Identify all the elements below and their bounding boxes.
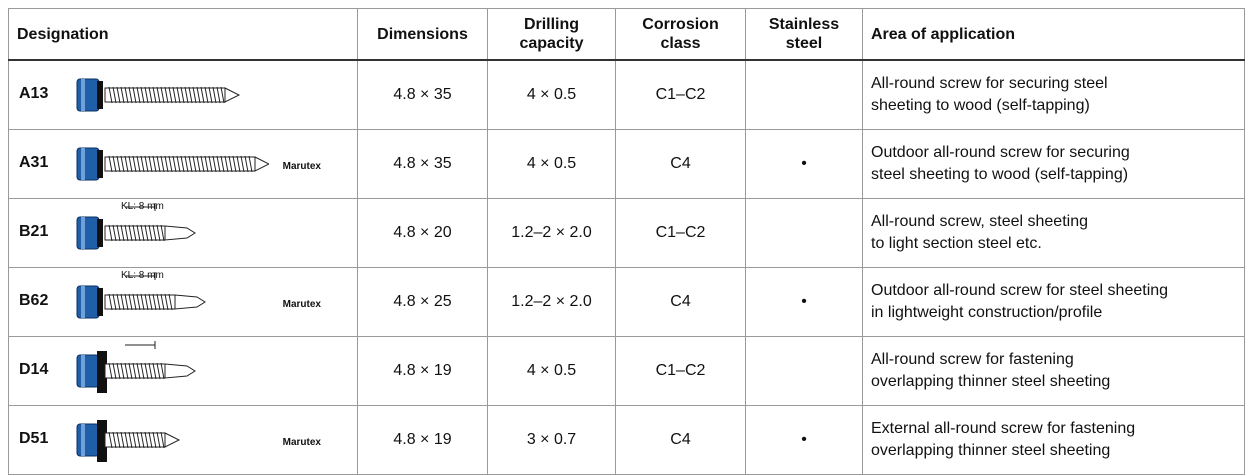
application-line: steel sheeting to wood (self-tapping)	[871, 166, 1129, 183]
screw-image	[76, 341, 196, 393]
header-cell: Area of application	[862, 8, 1245, 61]
drilling-capacity: 4 × 0.5	[487, 59, 616, 130]
application: External all-round screw for fastening ov…	[862, 405, 1245, 475]
designation-cell: B62 KL: 8 mm Marutex	[8, 267, 358, 337]
header-cell: Corrosion class	[615, 8, 746, 61]
corrosion-class: C4	[615, 267, 746, 337]
designation-cell: A31 Marutex	[8, 129, 358, 199]
dimensions: 4.8 × 35	[357, 59, 488, 130]
brand: Marutex	[282, 161, 321, 172]
brand: Marutex	[282, 437, 321, 448]
designation-cell: D51 Marutex	[8, 405, 358, 475]
corrosion-class: C1–C2	[615, 198, 746, 268]
header-row: Designation Dimensions Drilling capacity…	[8, 8, 1245, 61]
stainless-steel: •	[745, 129, 863, 199]
screw-image	[76, 420, 181, 462]
row: B62 KL: 8 mm Marutex 4.8 × 25 1.2–2 × 2.0 C4 •…	[8, 267, 1245, 337]
screw-image	[76, 78, 241, 112]
brand: Marutex	[282, 299, 321, 310]
row: D51 Marutex 4.8 × 19 3 × 0.7 C4 • External all…	[8, 405, 1245, 475]
application-line: External all-round screw for fastening	[871, 420, 1136, 437]
dimensions: 4.8 × 20	[357, 198, 488, 268]
code: B21	[19, 223, 49, 240]
screw-image	[76, 147, 269, 181]
corrosion-class: C4	[615, 405, 746, 475]
dimensions: 4.8 × 35	[357, 129, 488, 199]
application-line: Outdoor all-round screw for securing	[871, 144, 1130, 161]
header-cell: Designation	[8, 8, 358, 61]
header-cell: Dimensions	[357, 8, 488, 61]
row: A13 4.8 × 35 4 × 0.5 C1–C2 All-round screw f…	[8, 59, 1245, 130]
stainless-steel	[745, 198, 863, 268]
screw-image	[76, 203, 196, 250]
row: B21 KL: 8 mm 4.8 × 20 1.2–2 × 2.0 C1–C2 All-r…	[8, 198, 1245, 268]
dimensions: 4.8 × 25	[357, 267, 488, 337]
designation-cell: D14	[8, 336, 358, 406]
drilling-capacity: 4 × 0.5	[487, 336, 616, 406]
application-line: overlapping thinner steel sheeting	[871, 373, 1111, 390]
corrosion-class: C1–C2	[615, 336, 746, 406]
code: B62	[19, 292, 49, 309]
application: Outdoor all-round screw for steel sheeti…	[862, 267, 1245, 337]
corrosion-class: C4	[615, 129, 746, 199]
row: D14 4.8 × 19 4 × 0.5 C1–C2 All-round screw f…	[8, 336, 1245, 406]
drilling-capacity: 3 × 0.7	[487, 405, 616, 475]
application: All-round screw, steel sheeting to light …	[862, 198, 1245, 268]
application: All-round screw for fastening overlapping…	[862, 336, 1245, 406]
dimensions: 4.8 × 19	[357, 405, 488, 475]
stainless-steel	[745, 59, 863, 130]
application: Outdoor all-round screw for securing stee…	[862, 129, 1245, 199]
code: A31	[19, 154, 49, 171]
stainless-steel: •	[745, 267, 863, 337]
code: D51	[19, 430, 49, 447]
stainless-steel: •	[745, 405, 863, 475]
application-line: in lightweight construction/profile	[871, 304, 1103, 321]
application-line: sheeting to wood (self-tapping)	[871, 97, 1090, 114]
code: D14	[19, 361, 49, 378]
length-note: KL: 8 mm	[121, 201, 164, 212]
designation-cell: A13	[8, 59, 358, 130]
stainless-steel	[745, 336, 863, 406]
drilling-capacity: 4 × 0.5	[487, 129, 616, 199]
table-body: A13 4.8 × 35 4 × 0.5 C1–C2 All-round screw f…	[8, 59, 1245, 475]
dimensions: 4.8 × 19	[357, 336, 488, 406]
length-note: KL: 8 mm	[121, 270, 164, 281]
header-cell: Drilling capacity	[487, 8, 616, 61]
application: All-round screw for securing steel sheeti…	[862, 59, 1245, 130]
product-table: Designation Dimensions Drilling capacity…	[8, 8, 1245, 475]
row: A31 Marutex 4.8 × 35 4 × 0.5 C4 • Outdoor all-…	[8, 129, 1245, 199]
drilling-capacity: 1.2–2 × 2.0	[487, 267, 616, 337]
application-line: Outdoor all-round screw for steel sheeti…	[871, 282, 1169, 299]
corrosion-class: C1–C2	[615, 59, 746, 130]
application-line: All-round screw for securing steel	[871, 75, 1108, 92]
application-line: overlapping thinner steel sheeting	[871, 442, 1111, 459]
drilling-capacity: 1.2–2 × 2.0	[487, 198, 616, 268]
application-line: All-round screw for fastening	[871, 351, 1074, 368]
application-line: to light section steel etc.	[871, 235, 1042, 252]
code: A13	[19, 85, 49, 102]
designation-cell: B21 KL: 8 mm	[8, 198, 358, 268]
screw-image	[76, 272, 206, 319]
application-line: All-round screw, steel sheeting	[871, 213, 1088, 230]
header-cell: Stainless steel	[745, 8, 863, 61]
